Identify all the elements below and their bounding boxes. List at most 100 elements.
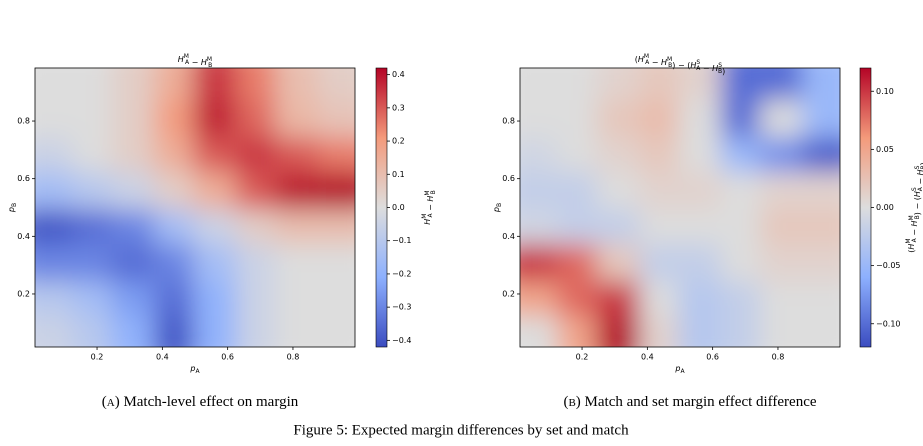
heatmap-cell — [275, 206, 318, 245]
heatmap-cell — [235, 315, 279, 347]
x-tick-label: 0.6 — [221, 353, 234, 362]
axes-frame — [519, 67, 841, 348]
heatmap-cell — [596, 278, 640, 317]
heatmap-cell — [317, 315, 355, 347]
colorbar-tick-label: 0.00 — [876, 203, 894, 212]
heatmap-cell — [111, 315, 155, 347]
heatmap-cell — [596, 171, 640, 210]
heatmap-cell — [235, 278, 279, 317]
heatmap-cell — [720, 278, 764, 317]
heatmap-cell — [235, 206, 279, 245]
heatmap-cell — [35, 134, 74, 172]
colorbar — [375, 67, 388, 348]
heatmap-cell — [275, 171, 318, 210]
y-axis-label: pB — [7, 203, 18, 213]
colorbar-tick-label: −0.2 — [392, 269, 411, 278]
heatmap-cells — [520, 68, 840, 347]
heatmap-cell — [596, 243, 640, 282]
subcaption: (a) Match-level effect on margin — [102, 394, 299, 410]
heatmap-cell — [678, 278, 722, 317]
heatmap-cell — [760, 99, 803, 138]
heatmap-cell — [802, 171, 840, 210]
colorbar-tick-label: 0.10 — [876, 87, 894, 96]
subcaption-label: (a) — [102, 394, 120, 410]
heatmap-cell — [802, 134, 840, 172]
heatmap-cell — [678, 99, 722, 138]
x-tick-label: 0.4 — [156, 353, 169, 362]
heatmap-cell — [760, 171, 803, 210]
heatmap-cell — [596, 315, 640, 347]
heatmap-panel: 0.2 0.4 0.6 0.8 0.2 0.4 0.6 0.8 HM A − HM B pA pB −0.… — [7, 53, 437, 375]
heatmap-cell — [35, 171, 74, 210]
heatmap-cell — [520, 134, 559, 172]
heatmap-cell — [639, 99, 683, 138]
y-axis-label: pB — [492, 203, 503, 213]
heatmap-cell — [557, 99, 601, 138]
heatmap-cell — [193, 206, 237, 245]
heatmap-cell — [520, 315, 559, 347]
y-tick-label: 0.8 — [502, 117, 515, 126]
heatmap-cell — [111, 243, 155, 282]
heatmap-cell — [111, 206, 155, 245]
heatmap-cell — [596, 99, 640, 138]
x-axis-label: pA — [189, 364, 200, 375]
heatmap-cell — [802, 278, 840, 317]
axes-frame — [34, 67, 356, 348]
heatmap-cell — [193, 278, 237, 317]
colorbar-label: HMA − HMB — [421, 190, 437, 224]
heatmap-cell — [35, 243, 74, 282]
heatmap-cell — [72, 68, 116, 100]
heatmap-cell — [235, 68, 279, 100]
x-axis-label: pA — [674, 364, 685, 375]
subcaption-text: Match and set margin effect difference — [585, 394, 817, 410]
heatmap-cell — [154, 206, 198, 245]
heatmap-cell — [72, 171, 116, 210]
heatmap-cell — [35, 99, 74, 138]
colorbar-tick-label: 0.05 — [876, 145, 894, 154]
heatmap-cell — [111, 68, 155, 100]
heatmap-cell — [520, 99, 559, 138]
heatmap-cell — [557, 134, 601, 172]
y-tick-label: 0.6 — [502, 174, 515, 183]
heatmap-cell — [596, 206, 640, 245]
heatmap-cell — [802, 99, 840, 138]
subcaption-label: (b) — [563, 394, 580, 410]
x-tick-label: 0.2 — [576, 353, 589, 362]
heatmap-cell — [557, 315, 601, 347]
heatmap-cell — [35, 206, 74, 245]
heatmap-cell — [317, 99, 355, 138]
heatmap-cell — [193, 99, 237, 138]
colorbar-tick-label: −0.3 — [392, 303, 411, 312]
heatmap-cell — [520, 171, 559, 210]
heatmap-cell — [111, 99, 155, 138]
heatmap-cell — [317, 171, 355, 210]
heatmap-cell — [275, 243, 318, 282]
heatmap-cell — [154, 68, 198, 100]
y-tick-label: 0.2 — [17, 289, 30, 298]
heatmap-cell — [678, 134, 722, 172]
heatmap-cell — [35, 278, 74, 317]
heatmap-cell — [557, 243, 601, 282]
colorbar-tick-label: −0.4 — [392, 336, 411, 345]
heatmap-cell — [235, 134, 279, 172]
heatmap-cell — [235, 171, 279, 210]
heatmap-cell — [235, 99, 279, 138]
heatmap-cell — [154, 243, 198, 282]
heatmap-cell — [193, 171, 237, 210]
heatmap-cell — [557, 171, 601, 210]
heatmap-cell — [275, 99, 318, 138]
heatmap-cell — [35, 315, 74, 347]
colorbar-tick-label: 0.4 — [392, 70, 405, 79]
heatmap-cell — [720, 206, 764, 245]
heatmap-cell — [520, 243, 559, 282]
heatmap-cell — [154, 171, 198, 210]
heatmap-cell — [275, 278, 318, 317]
x-tick-label: 0.4 — [641, 353, 654, 362]
heatmap-cell — [154, 99, 198, 138]
heatmap-cell — [154, 134, 198, 172]
colorbar-tick-label: 0.2 — [392, 137, 405, 146]
heatmap-cell — [275, 68, 318, 100]
heatmap-cell — [317, 134, 355, 172]
y-tick-label: 0.2 — [502, 289, 515, 298]
heatmap-cell — [275, 134, 318, 172]
